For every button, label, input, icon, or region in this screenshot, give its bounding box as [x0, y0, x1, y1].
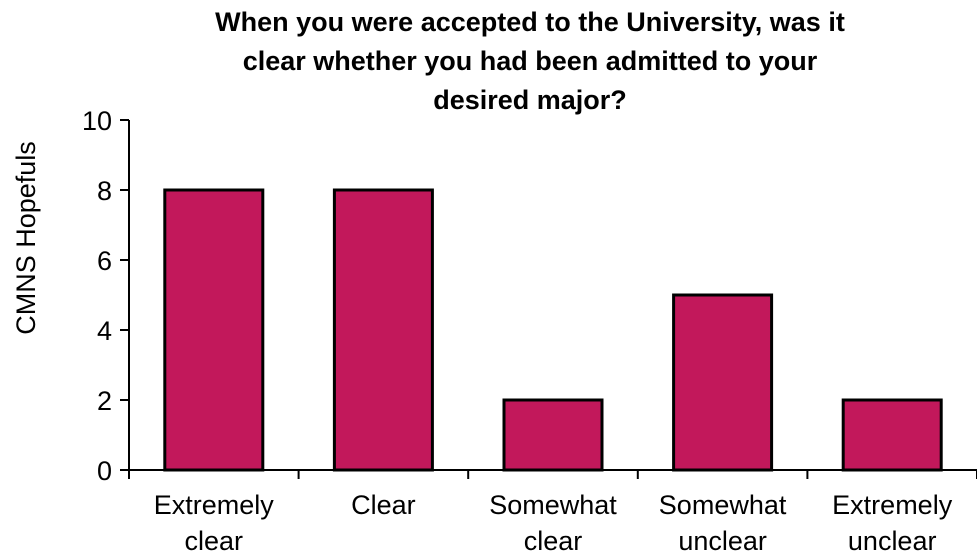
x-tick-label-3-line-2: clear — [524, 526, 583, 556]
x-tick-label-3-line-1: Somewhat — [489, 490, 617, 520]
chart-title-line-2: clear whether you had been admitted to y… — [243, 46, 818, 76]
chart-title: When you were accepted to the University… — [215, 7, 845, 115]
x-tick-labels: Extremely clear Clear Somewhat clear Somewhat… — [128, 470, 977, 556]
axes — [128, 120, 977, 471]
y-tick-label-0: 0 — [97, 456, 112, 486]
bar-3 — [502, 398, 604, 472]
chart-title-line-3: desired major? — [433, 85, 627, 115]
x-tick-label-4-line-1: Somewhat — [659, 490, 787, 520]
y-tick-label-2: 4 — [97, 316, 112, 346]
x-tick-label-1-line-2: clear — [185, 526, 244, 556]
bar-5 — [841, 398, 943, 472]
x-tick-label-1-line-1: Extremely — [154, 490, 275, 520]
x-tick-label-4-line-2: unclear — [678, 526, 767, 556]
y-tick-label-1: 2 — [97, 386, 112, 416]
bars — [163, 188, 943, 472]
chart-title-line-1: When you were accepted to the University… — [215, 7, 845, 37]
y-tick-label-5: 10 — [82, 106, 112, 136]
bar-4 — [672, 293, 774, 472]
x-tick-label-2-line-1: Clear — [351, 490, 416, 520]
x-tick-label-5-line-2: unclear — [848, 526, 937, 556]
y-tick-label-4: 8 — [97, 176, 112, 206]
x-tick-label-5-line-1: Extremely — [832, 490, 953, 520]
bar-1 — [163, 188, 265, 472]
bar-2 — [332, 188, 434, 472]
y-tick-label-3: 6 — [97, 246, 112, 276]
y-tick-labels: 0 2 4 6 8 10 — [82, 106, 129, 486]
y-axis-label: CMNS Hopefuls — [11, 141, 41, 335]
